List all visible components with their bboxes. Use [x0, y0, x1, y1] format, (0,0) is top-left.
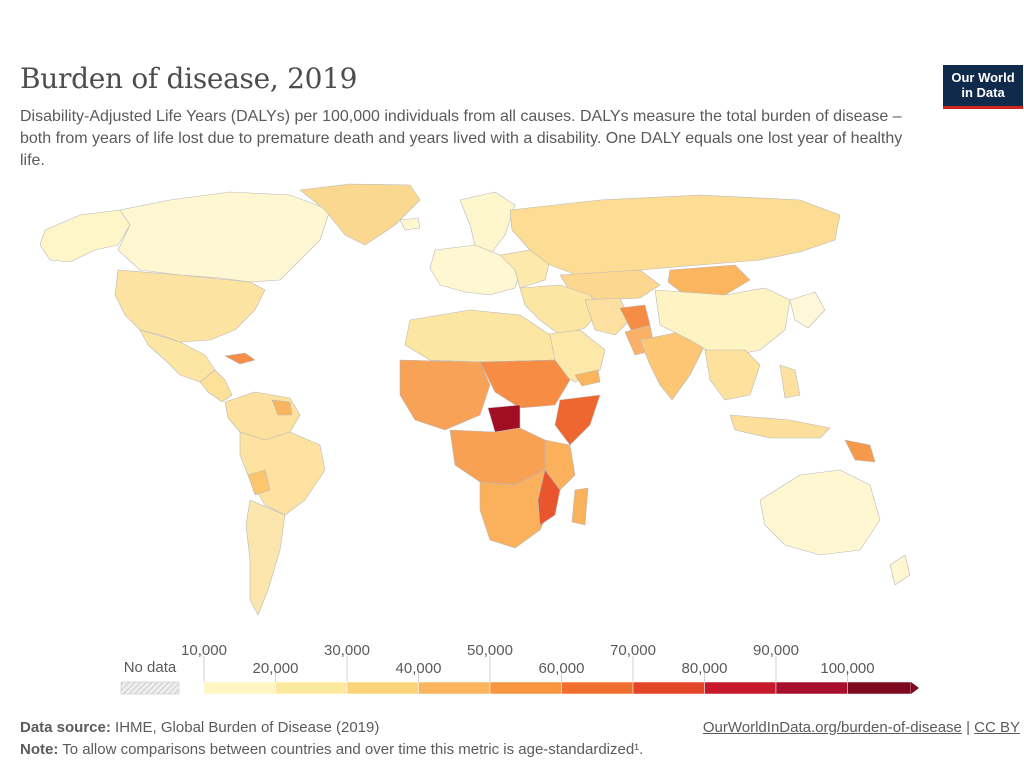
region-guianas[interactable]	[271, 399, 293, 416]
region-western-europe[interactable]	[429, 244, 521, 296]
region-yemen[interactable]	[574, 369, 601, 387]
region-iceland[interactable]	[399, 217, 421, 231]
region-southern-africa[interactable]	[479, 469, 556, 549]
chart-subtitle: Disability-Adjusted Life Years (DALYs) p…	[20, 108, 903, 169]
legend-bin[interactable]	[418, 681, 491, 695]
region-central-african-republic[interactable]	[487, 404, 521, 433]
legend-label-top: 50,000	[467, 642, 513, 659]
footer-source: Data source: IHME, Global Burden of Dise…	[20, 719, 379, 736]
logo-line-1: Our World	[951, 70, 1015, 85]
color-legend: No data 10,000 30,000 50,000 70,000 90,000 20…	[120, 642, 919, 695]
region-scandinavia[interactable]	[459, 191, 516, 256]
footer-license-link[interactable]: CC BY	[974, 719, 1020, 736]
region-china[interactable]	[654, 287, 791, 359]
footer-link-burden-of-disease[interactable]: OurWorldInData.org/burden-of-disease	[702, 719, 962, 736]
region-russia[interactable]	[509, 194, 841, 281]
footer-source-label: Data source:	[20, 719, 111, 736]
legend-label-bottom: 100,000	[820, 660, 874, 677]
legend-label-bottom: 60,000	[539, 660, 585, 677]
logo-line-2: in Data	[961, 85, 1005, 100]
legend-bin[interactable]	[632, 681, 705, 695]
legend-bin[interactable]	[346, 681, 419, 695]
region-southern-cone[interactable]	[245, 499, 286, 616]
chart-title: Burden of disease, 2019	[20, 62, 358, 95]
region-horn-of-africa[interactable]	[554, 394, 601, 446]
region-greenland[interactable]	[299, 183, 421, 246]
footer-links: OurWorldInData.org/burden-of-disease | C…	[703, 719, 1020, 736]
region-brazil[interactable]	[239, 431, 326, 516]
legend-bin[interactable]	[561, 681, 634, 695]
footer-note: Note: To allow comparisons between count…	[20, 741, 643, 758]
region-east-africa[interactable]	[544, 439, 576, 491]
region-usa[interactable]	[114, 269, 266, 343]
region-australia[interactable]	[759, 469, 881, 556]
region-mongolia[interactable]	[667, 264, 751, 296]
legend-no-data-swatch[interactable]	[120, 681, 180, 695]
legend-arrow	[911, 682, 919, 694]
region-iran[interactable]	[584, 297, 631, 336]
legend-bins	[203, 681, 919, 695]
legend-no-data-label: No data	[124, 659, 177, 676]
region-chad-sudan[interactable]	[479, 359, 571, 409]
region-central-africa[interactable]	[449, 427, 546, 486]
owid-logo[interactable]: Our World in Data	[943, 65, 1023, 109]
legend-label-top: 10,000	[181, 642, 227, 659]
world-map	[39, 183, 911, 616]
legend-label-bottom: 40,000	[396, 660, 442, 677]
footer-separator: |	[966, 719, 970, 736]
legend-bin[interactable]	[203, 681, 276, 695]
region-central-america[interactable]	[199, 369, 233, 403]
region-new-zealand[interactable]	[889, 554, 911, 586]
footer-note-text: To allow comparisons between countries a…	[62, 741, 644, 758]
footer-note-label: Note:	[20, 741, 59, 758]
region-papua-new-guinea[interactable]	[844, 439, 876, 463]
legend-bin[interactable]	[275, 681, 348, 695]
region-caribbean[interactable]	[224, 352, 256, 365]
legend-bin[interactable]	[704, 681, 777, 695]
legend-bin[interactable]	[489, 681, 562, 695]
legend-label-top: 70,000	[610, 642, 656, 659]
region-indonesia[interactable]	[729, 414, 831, 439]
region-canada[interactable]	[117, 191, 331, 283]
region-philippines[interactable]	[779, 364, 801, 399]
region-korea-japan[interactable]	[789, 291, 826, 329]
region-southeast-asia[interactable]	[704, 349, 761, 401]
footer-source-text: IHME, Global Burden of Disease (2019)	[115, 719, 380, 736]
region-bolivia[interactable]	[247, 469, 271, 496]
region-madagascar[interactable]	[571, 487, 589, 526]
legend-label-bottom: 80,000	[682, 660, 728, 677]
region-alaska[interactable]	[39, 209, 131, 263]
region-west-africa[interactable]	[399, 359, 491, 431]
region-turkey-middle-east[interactable]	[519, 284, 601, 336]
legend-label-bottom: 20,000	[253, 660, 299, 677]
logo-accent-bar	[943, 106, 1023, 109]
region-mozambique[interactable]	[537, 469, 561, 526]
legend-bin[interactable]	[775, 681, 848, 695]
legend-label-top: 30,000	[324, 642, 370, 659]
legend-label-top: 90,000	[753, 642, 799, 659]
legend-bin[interactable]	[847, 681, 912, 695]
legend-labels: 10,000 30,000 50,000 70,000 90,000 20,000 40,0…	[181, 642, 875, 682]
region-north-africa[interactable]	[404, 309, 556, 363]
